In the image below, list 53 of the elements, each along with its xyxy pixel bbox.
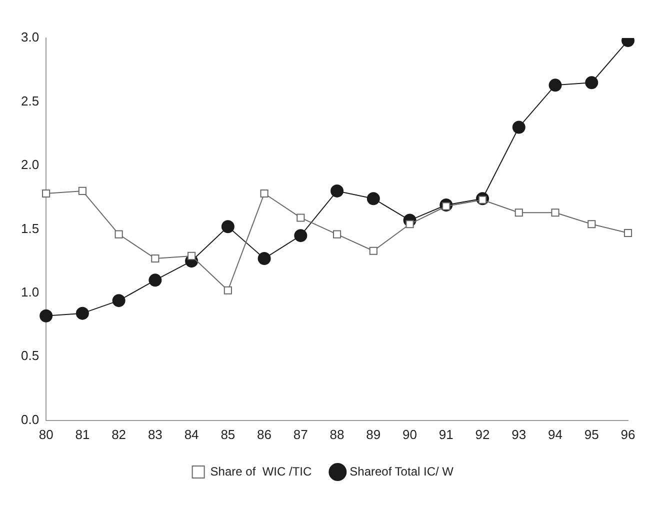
point [369,246,378,255]
y-tick-label: 2.0 [20,157,40,172]
x-tick-label: 94 [548,426,562,442]
point [366,192,380,206]
legend-label: Share of WIC /TIC [210,464,312,478]
x-tick-label: 91 [438,426,454,442]
x-tick-label: 93 [512,426,526,442]
point [188,252,196,260]
point [330,184,344,198]
point [296,214,305,222]
point [76,306,89,320]
y-tick-label: 2.5 [20,93,40,108]
x-tick-label: 81 [75,426,90,442]
x-tick-label: 80 [38,426,54,442]
point [588,220,596,228]
x-tick-label: 96 [620,426,636,442]
x-tick-label: 90 [402,426,418,442]
x-tick-label: 86 [257,426,272,442]
x-tick-label: 88 [330,426,344,442]
x-tick-label: 87 [293,426,308,442]
point [512,120,526,134]
y-tick-label: 0.0 [20,412,40,427]
x-tick-label: 92 [475,426,490,442]
y-tick-label: 1.0 [20,284,40,300]
y-tick-label: 1.5 [20,220,40,236]
point [548,78,562,92]
point [151,254,160,263]
x-tick-label: 83 [148,426,162,442]
point [112,294,126,308]
x-tick-label: 84 [184,426,199,442]
x-tick-label: 95 [584,426,599,442]
x-tick-label: 85 [220,426,236,442]
x-tick-label: 82 [112,426,126,442]
point [258,252,271,266]
point [514,208,523,217]
point [294,229,308,242]
point [40,309,53,322]
point [585,76,598,90]
y-tick-label: 3.0 [20,30,40,45]
point [78,186,86,195]
point [551,208,560,217]
point [114,230,123,238]
point [333,230,342,238]
point [148,274,162,287]
point [42,189,50,198]
point [624,228,632,238]
point [224,286,232,294]
point [406,220,414,228]
y-tick-label: 0.5 [20,348,40,364]
point [260,189,268,198]
legend-label: Shareof Total IC/ W [350,464,454,478]
point [221,220,234,234]
x-tick-label: 89 [366,426,381,442]
